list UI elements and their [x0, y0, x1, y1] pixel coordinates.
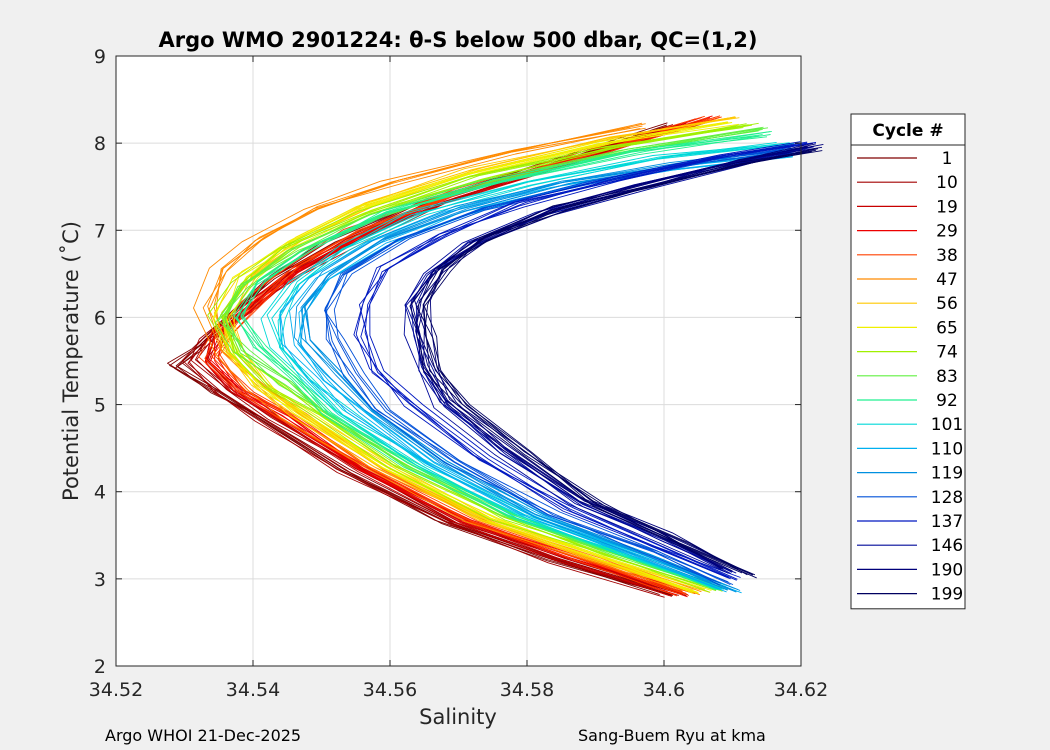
- profile-line: [222, 121, 729, 594]
- profile-line: [409, 151, 812, 574]
- legend-entry-label: 110: [931, 439, 963, 459]
- legend-entry-label: 10: [936, 173, 958, 193]
- profile-line: [303, 153, 791, 591]
- y-tick-label: 2: [94, 656, 106, 678]
- profile-line: [240, 134, 763, 586]
- y-tick-label: 5: [94, 395, 106, 417]
- y-tick-label: 6: [94, 307, 106, 329]
- series-137: [353, 141, 817, 581]
- x-tick-label: 34.54: [226, 679, 280, 701]
- legend-entry-label: 56: [936, 294, 958, 314]
- axis-ticks: 34.52 34.54 34.56 34.58 34.6 34.62 2 3 4 5 6 7 8 9: [89, 46, 828, 701]
- legend-entry-label: 137: [931, 512, 963, 532]
- profile-line: [358, 144, 806, 581]
- profile-line: [364, 142, 808, 579]
- legend-entry-label: 65: [936, 318, 958, 338]
- series-199: [409, 148, 823, 579]
- y-tick-label: 8: [94, 133, 106, 155]
- x-tick-label: 34.52: [89, 679, 143, 701]
- chart-title: Argo WMO 2901224: θ-S below 500 dbar, QC…: [159, 28, 758, 52]
- profile-line: [214, 126, 764, 590]
- legend-entry-label: 19: [936, 197, 958, 217]
- profile-line: [410, 145, 808, 569]
- profile-line: [221, 116, 735, 591]
- series-group: [167, 115, 824, 598]
- legend-entry-label: 38: [936, 246, 958, 266]
- profile-line: [360, 141, 808, 578]
- legend-entry-label: 128: [931, 488, 963, 508]
- legend-entry-label: 119: [931, 464, 963, 484]
- profile-line: [293, 152, 779, 591]
- x-tick-label: 34.62: [774, 679, 828, 701]
- x-tick-label: 34.58: [500, 679, 554, 701]
- profile-line: [223, 117, 729, 593]
- y-tick-label: 3: [94, 569, 106, 591]
- legend-entry-label: 101: [931, 415, 963, 435]
- legend: Cycle #110192938475665748392101110119128…: [850, 113, 966, 610]
- footer-left: Argo WHOI 21-Dec-2025: [105, 726, 301, 745]
- y-tick-label: 7: [94, 220, 106, 242]
- series-92: [232, 130, 772, 591]
- legend-entry-label: 92: [936, 391, 958, 411]
- profile-line: [422, 148, 819, 576]
- y-tick-label: 9: [94, 46, 106, 68]
- legend-box: [850, 113, 966, 610]
- legend-entry-label: 74: [936, 343, 958, 363]
- legend-entry-label: 146: [931, 536, 963, 556]
- series-119: [293, 148, 793, 593]
- profile-line: [208, 127, 700, 596]
- x-tick-label: 34.6: [643, 679, 685, 701]
- profile-line: [266, 143, 779, 587]
- legend-entry-label: 190: [931, 560, 963, 580]
- x-tick-label: 34.56: [363, 679, 417, 701]
- legend-entry-label: 83: [936, 367, 958, 387]
- profile-line: [355, 141, 801, 580]
- profile-line: [324, 147, 791, 584]
- legend-entry-label: 47: [936, 270, 958, 290]
- profile-line: [415, 146, 809, 570]
- profile-line: [193, 126, 683, 592]
- profile-line: [333, 144, 795, 586]
- y-axis-label: Potential Temperature (˚C): [59, 221, 83, 501]
- profile-line: [277, 144, 789, 588]
- series-101: [260, 142, 795, 590]
- profile-line: [279, 153, 772, 593]
- x-axis-label: Salinity: [419, 705, 497, 729]
- y-tick-label: 4: [94, 482, 106, 504]
- profile-line: [236, 131, 771, 587]
- profile-line: [324, 149, 797, 583]
- profile-line: [169, 125, 672, 595]
- legend-entry-label: 199: [931, 585, 963, 605]
- profile-line: [260, 142, 777, 590]
- legend-entry-label: 29: [936, 222, 958, 242]
- legend-title: Cycle #: [872, 121, 943, 141]
- plot-frame: [115, 55, 802, 667]
- footer-right: Sang-Buem Ryu at kma: [578, 726, 766, 745]
- profile-line: [242, 136, 768, 591]
- profile-line: [300, 150, 789, 593]
- profile-line: [207, 125, 737, 589]
- profile-line: [224, 124, 749, 592]
- legend-entry-label: 1: [942, 149, 953, 169]
- profile-line: [353, 143, 806, 578]
